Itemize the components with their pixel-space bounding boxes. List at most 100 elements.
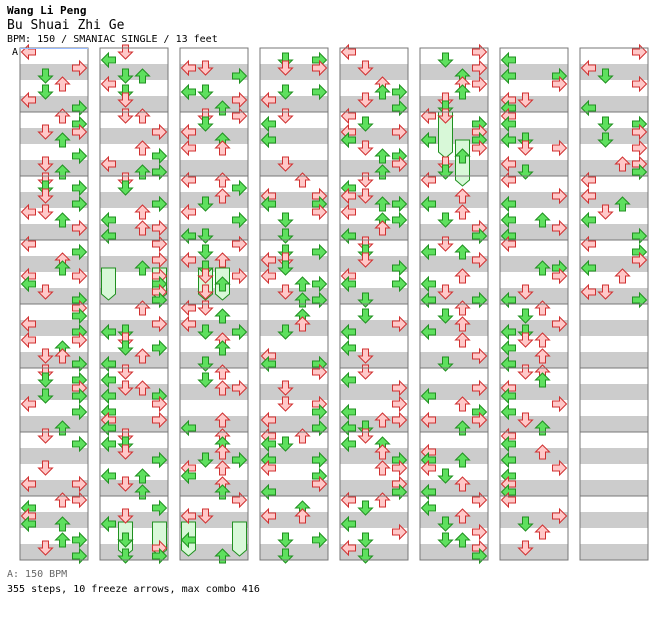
step-arrow	[392, 155, 408, 173]
red-arrow	[472, 411, 488, 429]
beat-stripe	[500, 288, 568, 304]
beat-stripe	[420, 448, 488, 464]
beat-stripe	[420, 352, 488, 368]
step-arrow	[232, 451, 248, 469]
red-arrow	[152, 395, 168, 413]
green-arrow	[357, 308, 374, 324]
step-arrow	[72, 531, 88, 549]
green-arrow	[534, 260, 551, 276]
step-arrow	[54, 348, 71, 364]
beat-stripe	[260, 384, 328, 400]
beat-stripe	[580, 288, 648, 304]
green-arrow	[437, 532, 454, 548]
green-arrow	[72, 435, 88, 453]
red-arrow	[472, 43, 488, 61]
beat-stripe	[260, 64, 328, 80]
red-arrow	[117, 44, 134, 60]
red-arrow	[214, 444, 231, 460]
green-arrow	[500, 51, 516, 69]
red-arrow	[632, 43, 648, 61]
step-arrow	[214, 340, 231, 356]
green-arrow	[420, 131, 436, 149]
step-arrow	[197, 196, 214, 212]
red-arrow	[260, 507, 276, 525]
step-arrow	[357, 116, 374, 132]
green-arrow	[500, 387, 516, 405]
step-arrow	[232, 379, 248, 397]
green-arrow	[392, 275, 408, 293]
green-arrow	[100, 51, 116, 69]
green-arrow	[420, 275, 436, 293]
beat-stripe	[20, 384, 88, 400]
step-arrow	[357, 364, 374, 380]
green-arrow	[500, 115, 516, 133]
beat-stripe	[580, 256, 648, 272]
beat-stripe	[340, 320, 408, 336]
red-arrow	[20, 315, 36, 333]
red-arrow	[420, 459, 436, 477]
red-arrow	[374, 220, 391, 236]
step-arrow	[214, 444, 231, 460]
step-arrow	[232, 211, 248, 229]
step-arrow	[277, 84, 294, 100]
step-arrow	[260, 267, 276, 285]
red-arrow	[152, 411, 168, 429]
step-arrow	[197, 372, 214, 388]
step-arrow	[420, 459, 436, 477]
beat-stripe	[100, 352, 168, 368]
step-arrow	[420, 195, 436, 213]
red-arrow	[37, 284, 54, 300]
step-arrow	[552, 267, 568, 285]
step-arrow	[420, 499, 436, 517]
step-arrow	[312, 203, 328, 221]
step-arrow	[180, 531, 196, 549]
green-arrow	[374, 164, 391, 180]
measure-frame	[259, 495, 329, 561]
step-arrow	[214, 276, 231, 292]
red-arrow	[152, 219, 168, 237]
green-arrow	[20, 515, 36, 533]
beat-stripe	[260, 192, 328, 208]
red-arrow	[277, 156, 294, 172]
step-arrow	[454, 84, 471, 100]
red-arrow	[180, 315, 196, 333]
step-arrow	[20, 315, 36, 333]
beat-stripe	[580, 128, 648, 144]
red-arrow	[37, 348, 54, 364]
step-arrow	[472, 347, 488, 365]
red-arrow	[614, 156, 631, 172]
step-arrow	[340, 435, 356, 453]
step-arrow	[20, 395, 36, 413]
step-arrow	[357, 348, 374, 364]
step-arrow	[374, 164, 391, 180]
red-arrow	[500, 155, 516, 173]
step-arrow	[340, 371, 356, 389]
beat-stripe	[260, 448, 328, 464]
green-arrow	[214, 308, 231, 324]
step-arrow	[392, 123, 408, 141]
beat-stripe	[420, 96, 488, 112]
beat-stripe	[180, 448, 248, 464]
green-arrow	[340, 515, 356, 533]
green-arrow	[597, 116, 614, 132]
step-arrow	[134, 204, 151, 220]
beat-stripe	[500, 384, 568, 400]
step-arrow	[392, 395, 408, 413]
step-arrow	[134, 140, 151, 156]
step-arrow	[72, 387, 88, 405]
artist-name: Wang Li Peng	[7, 4, 87, 17]
step-arrow	[152, 339, 168, 357]
green-arrow	[54, 132, 71, 148]
green-arrow	[500, 339, 516, 357]
beat-stripe	[180, 416, 248, 432]
step-arrow	[232, 179, 248, 197]
step-arrow	[552, 507, 568, 525]
step-arrow	[134, 468, 151, 484]
step-arrow	[152, 147, 168, 165]
step-arrow	[180, 83, 196, 101]
green-arrow	[54, 260, 71, 276]
step-arrow	[152, 411, 168, 429]
step-arrow	[197, 60, 214, 76]
green-arrow	[500, 211, 516, 229]
red-arrow	[72, 219, 88, 237]
